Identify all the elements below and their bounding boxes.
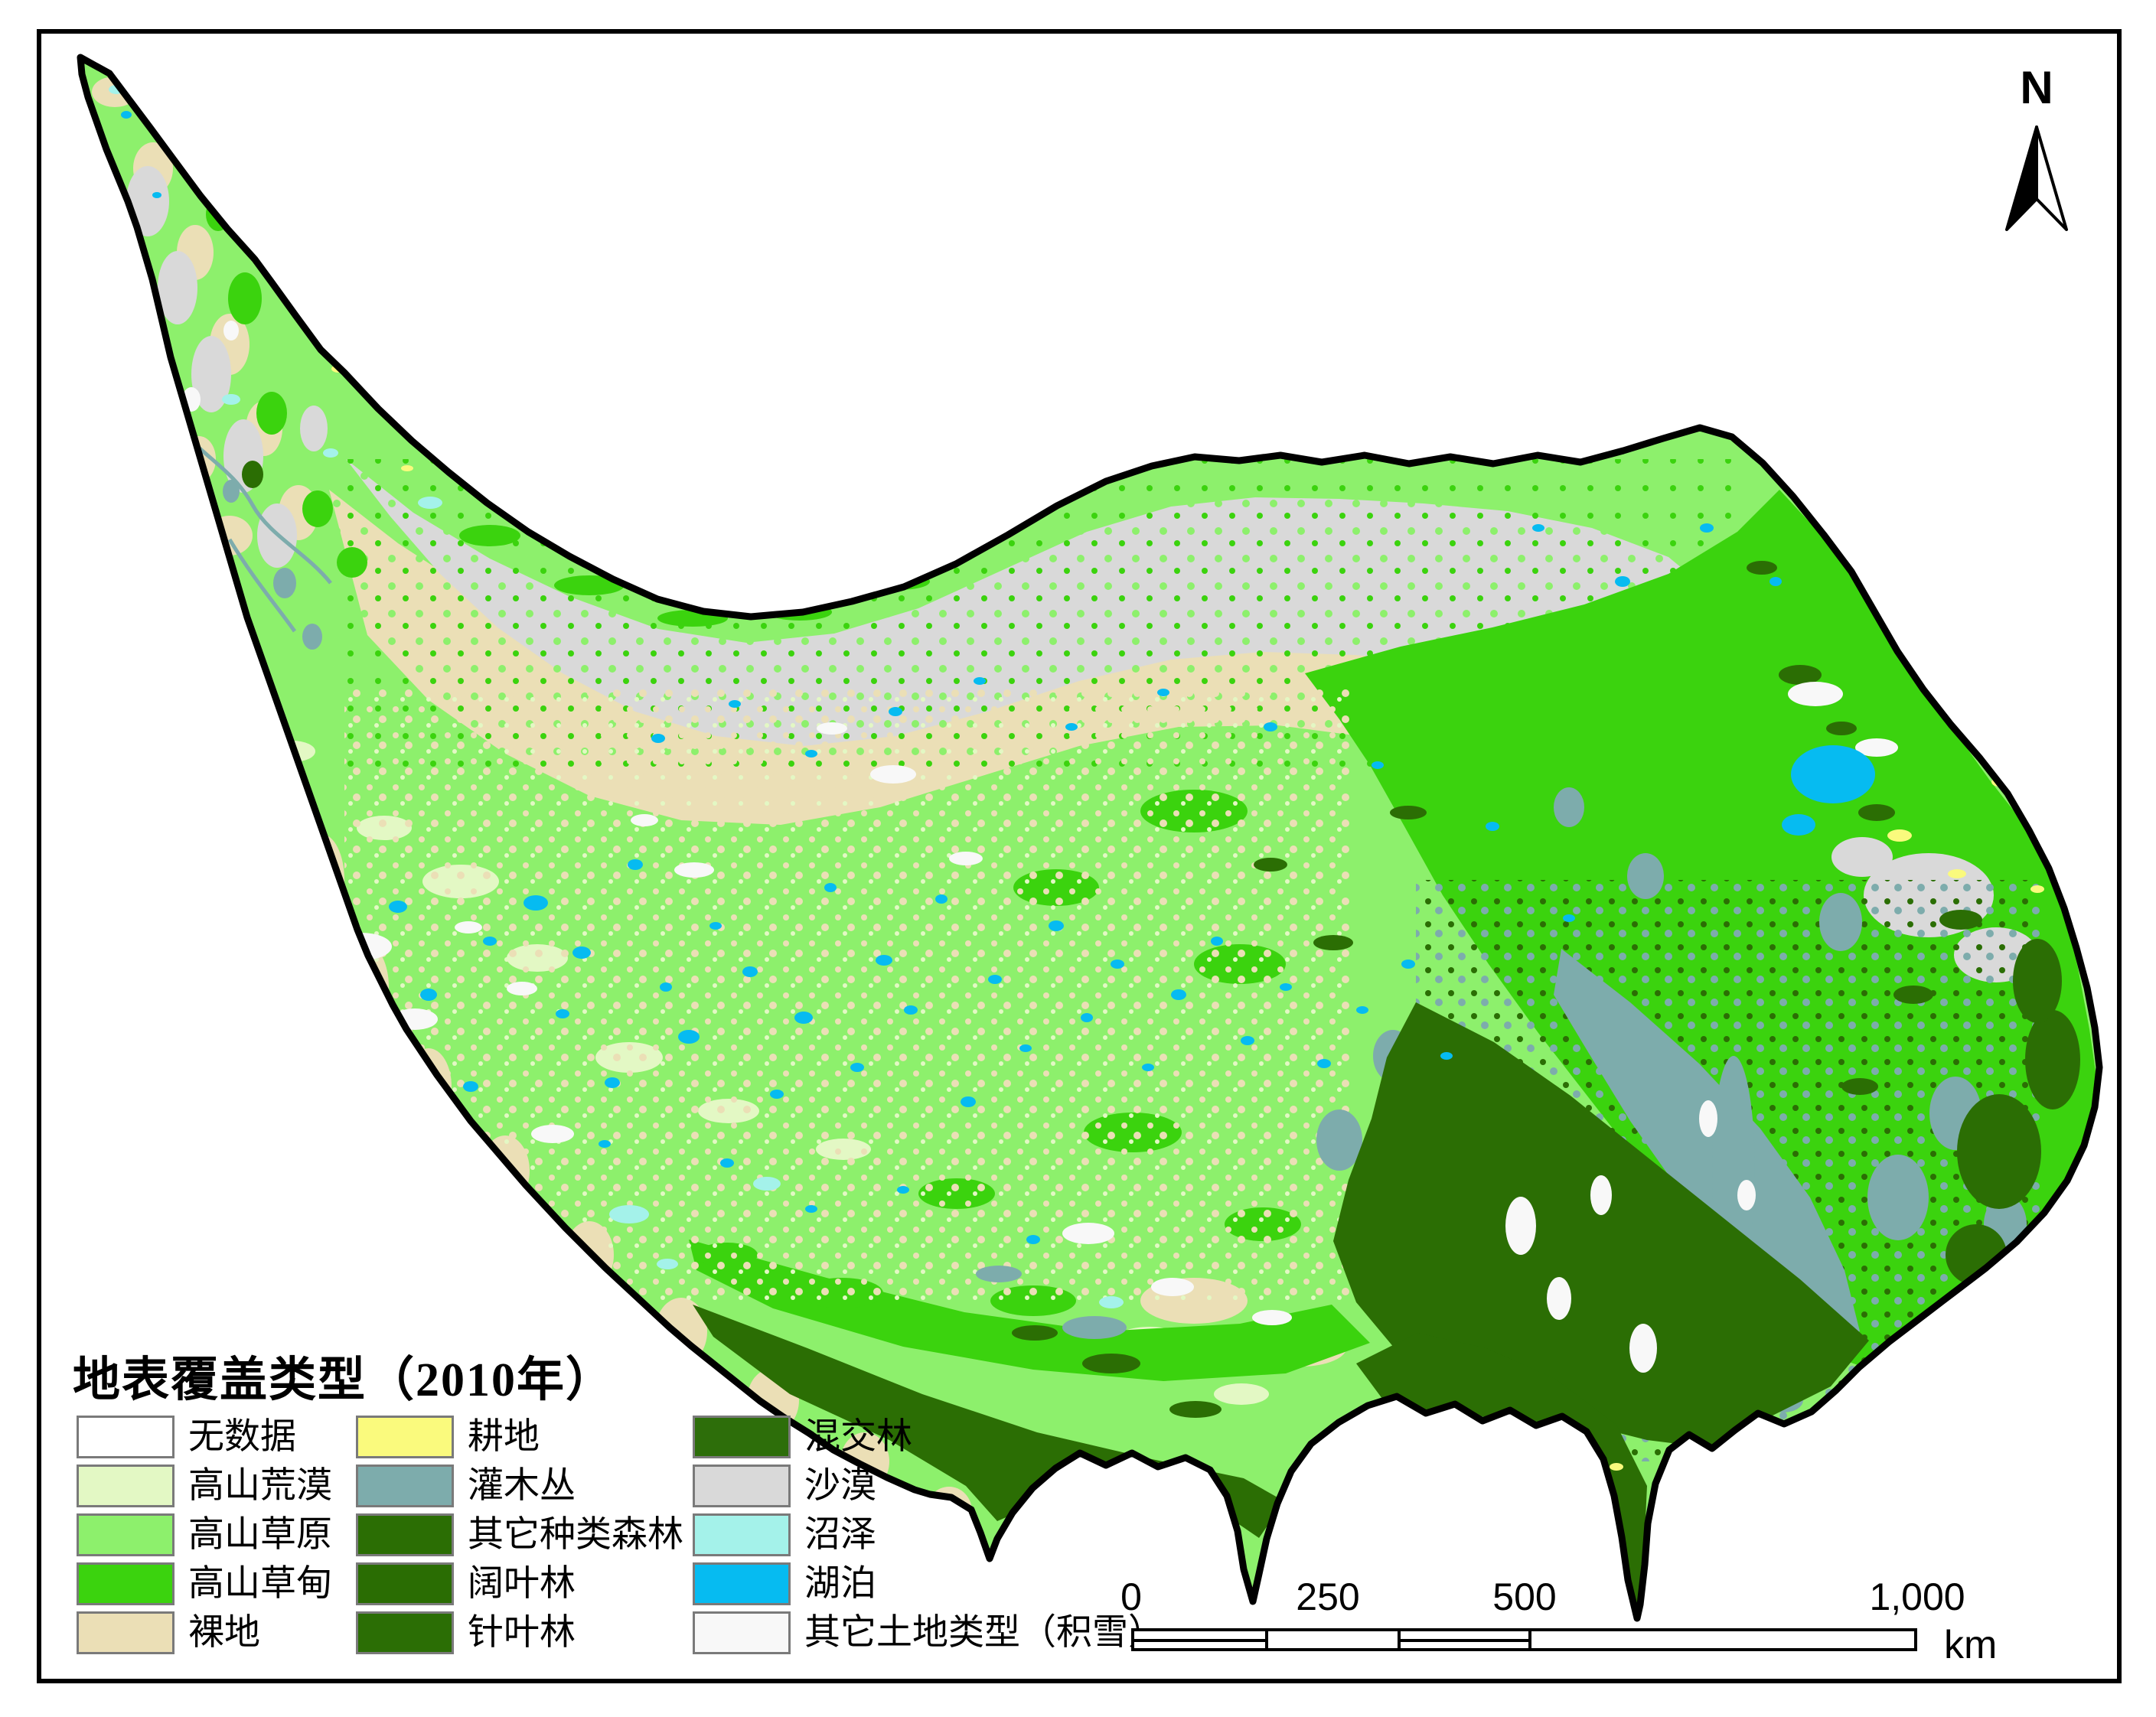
scale-tick-1000: 1,000 (1869, 1575, 1965, 1618)
legend-item: 耕地 (356, 1416, 683, 1458)
legend-label: 湖泊 (804, 1564, 876, 1604)
legend-swatch-broadleaf (356, 1562, 454, 1605)
legend-swatch-lake (693, 1562, 791, 1605)
legend-swatch-alpine-steppe (77, 1513, 175, 1556)
legend-swatch-alpine-desert (77, 1464, 175, 1507)
scale-tick-500: 500 (1492, 1575, 1557, 1618)
legend-swatch-alpine-meadow (77, 1562, 175, 1605)
legend-label: 阔叶林 (468, 1564, 576, 1604)
scale-bar-midline (1401, 1639, 1528, 1642)
map-rivers (178, 427, 332, 633)
legend-item: 高山草原 (77, 1513, 332, 1556)
legend-label: 高山草原 (188, 1515, 332, 1555)
scale-tick-0: 0 (1120, 1575, 1142, 1618)
map-region-snow (182, 321, 1898, 1373)
legend-swatch-snow (693, 1611, 791, 1654)
legend-item: 沙漠 (693, 1464, 1164, 1507)
legend-item: 阔叶林 (356, 1562, 683, 1605)
scale-bar (1131, 1628, 1917, 1651)
scale-bar-divider (1528, 1631, 1531, 1648)
map-region-lakes (121, 111, 1875, 1244)
legend-item: 其它种类森林 (356, 1513, 683, 1556)
legend-item: 混交林 (693, 1416, 1164, 1458)
north-label: N (2020, 62, 2053, 113)
legend-item: 无数据 (77, 1416, 332, 1458)
legend-item: 湖泊 (693, 1562, 1164, 1605)
legend-label: 无数据 (188, 1417, 296, 1457)
page-title: 地表覆盖类型（2010年） (73, 1354, 615, 1406)
map-region-forest (242, 461, 2080, 1614)
scale-unit-label: km (1944, 1623, 1998, 1667)
legend-label: 针叶林 (468, 1613, 576, 1653)
texture-center (344, 689, 1355, 1301)
legend-label: 其它土地类型（积雪） (804, 1613, 1164, 1653)
legend-label: 高山草甸 (188, 1564, 332, 1604)
legend-swatch-conifer (356, 1611, 454, 1654)
legend-label: 其它种类森林 (468, 1515, 683, 1555)
north-arrow-icon (2005, 125, 2068, 231)
north-arrow: N (1987, 61, 2086, 245)
scale-tick-250: 250 (1296, 1575, 1360, 1618)
legend-column-1: 无数据 高山荒漠 高山草原 高山草甸 裸地 (77, 1416, 332, 1654)
legend-swatch-mixed-forest (693, 1416, 791, 1458)
legend-label: 沼泽 (804, 1515, 876, 1555)
legend-item: 针叶林 (356, 1611, 683, 1654)
legend-swatch-cropland (356, 1416, 454, 1458)
legend-swatch-bareland (77, 1611, 175, 1654)
legend-item: 高山荒漠 (77, 1464, 332, 1507)
legend-swatch-desert (693, 1464, 791, 1507)
scale-bar-divider (1398, 1631, 1401, 1648)
legend-label: 灌木丛 (468, 1466, 576, 1506)
legend-column-2: 耕地 灌木丛 其它种类森林 阔叶林 针叶林 (356, 1416, 683, 1654)
scale-bar-midline (1134, 1639, 1265, 1642)
scale-bar-divider (1265, 1631, 1268, 1648)
legend-item: 沼泽 (693, 1513, 1164, 1556)
legend-swatch-nodata (77, 1416, 175, 1458)
legend-item: 高山草甸 (77, 1562, 332, 1605)
legend-item: 灌木丛 (356, 1464, 683, 1507)
legend-swatch-other-forest (356, 1513, 454, 1556)
legend-column-3: 混交林 沙漠 沼泽 湖泊 其它土地类型（积雪） (693, 1416, 1164, 1654)
legend-item: 裸地 (77, 1611, 332, 1654)
legend-swatch-shrubland (356, 1464, 454, 1507)
legend-swatch-marsh (693, 1513, 791, 1556)
legend-label: 混交林 (804, 1417, 912, 1457)
legend-label: 裸地 (188, 1613, 260, 1653)
legend-label: 沙漠 (804, 1466, 876, 1506)
legend-label: 耕地 (468, 1417, 540, 1457)
legend-label: 高山荒漠 (188, 1466, 332, 1506)
legend-item: 其它土地类型（积雪） (693, 1611, 1164, 1654)
